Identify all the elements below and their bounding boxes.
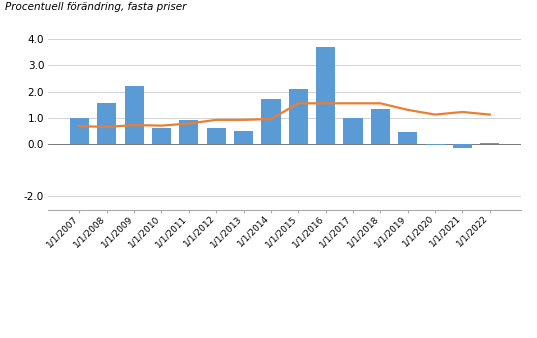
- Bar: [125, 86, 144, 144]
- Bar: [371, 108, 390, 144]
- Bar: [207, 128, 226, 144]
- Bar: [97, 103, 117, 144]
- Bar: [262, 99, 280, 144]
- Text: Procentuell förändring, fasta priser: Procentuell förändring, fasta priser: [5, 2, 187, 12]
- Bar: [234, 131, 253, 144]
- Bar: [289, 89, 308, 144]
- Bar: [152, 128, 171, 144]
- Bar: [70, 118, 89, 144]
- Bar: [480, 143, 499, 144]
- Bar: [316, 47, 335, 144]
- Bar: [453, 144, 472, 148]
- Bar: [179, 120, 198, 144]
- Bar: [398, 132, 417, 144]
- Bar: [344, 118, 362, 144]
- Bar: [425, 144, 445, 145]
